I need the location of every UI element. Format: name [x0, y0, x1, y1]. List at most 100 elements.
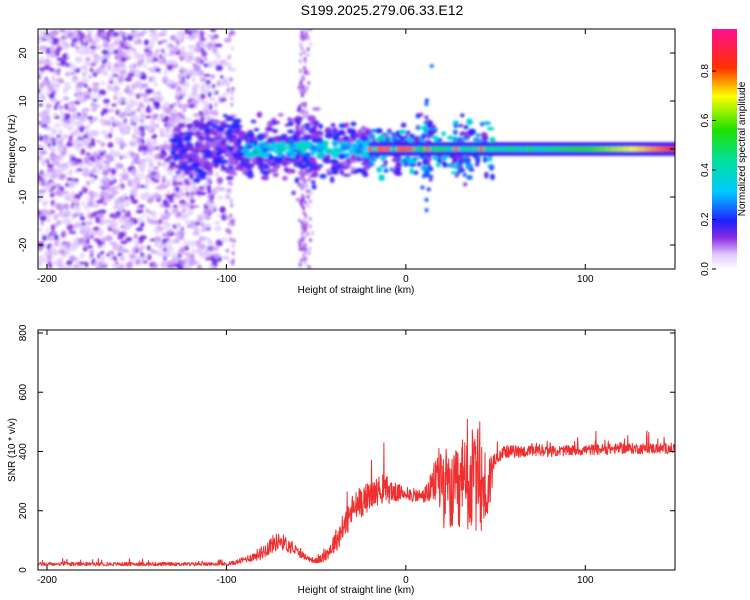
spectrogram-noise-mark	[53, 214, 58, 220]
spectrogram-noise-mark	[56, 147, 63, 153]
spectrogram-band-mark	[295, 153, 300, 161]
spectrogram-line-core	[516, 146, 521, 152]
spectrogram-noise-mark	[215, 171, 219, 177]
spectrogram-noise-mark	[188, 30, 192, 36]
spectrogram-noise-mark	[203, 109, 208, 117]
spectrogram-noise-mark	[57, 129, 62, 133]
spectrogram-streak-mark	[232, 238, 236, 243]
spectrogram-band-mark	[229, 172, 238, 176]
spectrogram-noise-mark	[81, 78, 90, 84]
spectrogram-noise-mark	[208, 110, 214, 115]
spectrogram-noise-mark	[53, 240, 59, 247]
spectrogram-streak-mark	[180, 235, 184, 240]
spectrogram-band-mark	[297, 106, 302, 113]
spectrogram-noise-mark	[45, 103, 53, 109]
spectrogram-ytick-label: -10	[18, 189, 29, 204]
spectrogram-noise-mark	[151, 139, 156, 145]
spectrogram-band-mark	[286, 161, 292, 165]
spectrogram-spike-mark	[424, 208, 429, 213]
spectrogram-noise-mark	[38, 67, 46, 72]
spectrogram-noise-mark	[165, 181, 171, 187]
spectrogram-streak-mark	[180, 187, 184, 192]
spectrogram-noise-mark	[214, 220, 221, 226]
spectrogram-line-core	[614, 146, 619, 152]
spectrogram-line-core	[523, 146, 528, 152]
spectrogram-band-mark	[186, 123, 193, 131]
spectrogram-noise-mark	[172, 204, 178, 209]
spectrogram-streak-mark	[228, 259, 232, 264]
spectrogram-band-mark	[226, 175, 234, 181]
spectrogram-noise-mark	[223, 60, 228, 67]
spectrogram-noise-mark	[216, 80, 221, 87]
spectrogram-noise-mark	[184, 220, 191, 225]
spectrogram-line-core	[473, 146, 478, 152]
spectrogram-line-core	[642, 146, 648, 152]
spectrogram-streak-mark	[180, 248, 184, 253]
spectrogram-noise-mark	[59, 99, 64, 104]
spectrogram-noise-mark	[51, 128, 57, 135]
spectrogram-noise-mark	[52, 155, 61, 159]
spectrogram-band-mark	[416, 161, 422, 167]
spectrogram-noise-mark	[204, 215, 211, 220]
spectrogram-hotspot	[366, 147, 373, 151]
spectrogram-noise-mark	[193, 240, 198, 246]
spectrogram-noise-mark	[161, 238, 170, 243]
spectrogram-line-core	[420, 146, 425, 152]
spectrogram-noise-mark	[126, 41, 130, 48]
spectrogram-noise-mark	[123, 118, 127, 124]
spectrogram-noise-mark	[208, 103, 213, 111]
spectrogram-xtick-label: 0	[403, 274, 409, 285]
spectrogram-band-mark	[173, 164, 180, 169]
spectrogram-noise-mark	[114, 90, 118, 96]
spectrogram-noise-mark	[76, 143, 84, 148]
spectrogram-band-mark	[275, 148, 282, 154]
spectrogram-line-core	[525, 146, 530, 152]
spectrogram-noise-mark	[126, 150, 134, 154]
spectrogram-line-core	[418, 146, 423, 152]
spectrogram-noise-mark	[82, 107, 90, 113]
spectrogram-noise-mark	[168, 168, 173, 176]
spectrogram-noise-mark	[100, 141, 106, 148]
spectrogram-noise-mark	[91, 86, 100, 91]
spectrogram-noise-mark	[146, 245, 151, 251]
spectrogram-line-core	[558, 146, 563, 152]
spectrogram-band-mark	[463, 125, 469, 130]
spectrogram-band-mark	[362, 172, 369, 178]
spectrogram-line-core	[444, 146, 449, 152]
spectrogram-band-mark	[170, 137, 175, 144]
spectrogram-noise-mark	[119, 73, 123, 80]
spectrogram-noise-mark	[43, 182, 50, 187]
spectrogram-noise-mark	[161, 32, 167, 37]
spectrogram-noise-mark	[142, 92, 149, 98]
spectrogram-line-core	[510, 146, 515, 152]
spectrogram-spike-mark	[452, 158, 457, 163]
spectrogram-noise-mark	[129, 254, 136, 260]
spectrogram-streak-mark	[300, 93, 304, 98]
spectrogram-noise-mark	[49, 234, 55, 241]
spectrogram-noise-mark	[152, 263, 158, 269]
spectrogram-noise-mark	[217, 195, 224, 200]
spectrogram-band-mark	[311, 170, 319, 178]
spectrogram-noise-mark	[75, 46, 81, 50]
spectrogram-noise-mark	[157, 41, 163, 45]
spectrogram-noise-mark	[53, 122, 62, 128]
spectrogram-noise-mark	[87, 38, 94, 43]
spectrogram-noise-mark	[73, 197, 79, 204]
spectrogram-streak-mark	[300, 203, 304, 208]
spectrogram-noise-mark	[145, 115, 152, 119]
spectrogram-line-core	[568, 146, 574, 152]
colorbar-axis: 0.0 0.2 0.4 0.6 0.8	[700, 64, 716, 276]
spectrogram-band-mark	[176, 141, 185, 149]
spectrogram-noise-mark	[193, 225, 199, 233]
spectrogram-noise-mark	[126, 210, 131, 218]
spectrogram-noise-mark	[48, 167, 55, 171]
spectrogram-band-mark	[184, 171, 191, 176]
spectrogram-band-mark	[205, 136, 213, 142]
spectrogram-noise-mark	[39, 257, 43, 262]
spectrogram-noise-mark	[184, 245, 190, 251]
spectrogram-noise-mark	[136, 56, 143, 62]
spectrogram-noise-mark	[65, 142, 74, 147]
spectrogram-noise-mark	[207, 187, 212, 195]
spectrogram-noise-mark	[56, 61, 61, 66]
spectrogram-noise-mark	[112, 242, 119, 248]
